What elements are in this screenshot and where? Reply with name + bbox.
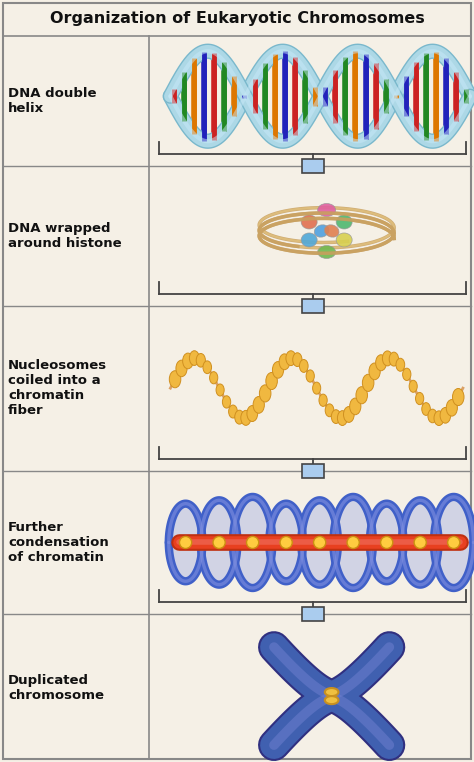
Bar [301,464,324,478]
Ellipse shape [314,225,329,237]
Ellipse shape [247,405,258,421]
Polygon shape [301,501,338,543]
Ellipse shape [266,373,277,389]
Polygon shape [233,497,273,543]
Ellipse shape [422,402,430,415]
Polygon shape [333,543,373,588]
Ellipse shape [301,233,317,247]
Ellipse shape [414,536,426,549]
Ellipse shape [319,394,327,406]
Ellipse shape [318,245,336,258]
Ellipse shape [325,688,338,696]
Ellipse shape [300,360,308,373]
Ellipse shape [356,386,367,404]
Polygon shape [201,543,237,584]
Ellipse shape [383,351,392,366]
Polygon shape [434,543,474,588]
Ellipse shape [325,404,334,417]
Ellipse shape [314,536,326,549]
Ellipse shape [331,410,341,424]
Ellipse shape [210,372,218,384]
Ellipse shape [196,354,205,367]
Text: Organization of Eukaryotic Chromosomes: Organization of Eukaryotic Chromosomes [50,11,424,25]
Ellipse shape [362,374,374,392]
Ellipse shape [273,361,283,378]
Polygon shape [370,504,403,543]
Ellipse shape [293,353,302,367]
Ellipse shape [347,536,359,549]
Ellipse shape [381,536,393,549]
Polygon shape [402,501,438,543]
Polygon shape [301,543,338,584]
Bar [301,159,324,174]
Polygon shape [434,497,474,543]
Ellipse shape [312,382,321,394]
Ellipse shape [169,371,181,388]
Ellipse shape [241,411,251,425]
Polygon shape [269,504,303,543]
Bar [301,299,324,312]
Ellipse shape [222,395,231,408]
Ellipse shape [416,392,424,405]
Ellipse shape [306,370,314,382]
Ellipse shape [203,361,211,373]
Ellipse shape [180,536,191,549]
Text: Further
condensation
of chromatin: Further condensation of chromatin [8,521,109,564]
Polygon shape [169,504,202,543]
Polygon shape [333,497,373,543]
Ellipse shape [336,215,352,229]
Ellipse shape [182,353,193,369]
Ellipse shape [336,233,352,247]
Ellipse shape [286,351,296,366]
Text: Duplicated
chromosome: Duplicated chromosome [8,674,104,702]
Ellipse shape [369,363,380,379]
Ellipse shape [324,225,339,237]
Ellipse shape [280,536,292,549]
Polygon shape [269,543,303,581]
Ellipse shape [402,368,411,380]
Ellipse shape [176,360,187,376]
Ellipse shape [344,407,354,422]
Text: DNA double
helix: DNA double helix [8,87,97,115]
Ellipse shape [447,536,460,549]
Ellipse shape [259,385,271,402]
Ellipse shape [246,536,259,549]
Ellipse shape [301,215,317,229]
Bar [301,607,324,621]
Polygon shape [233,543,273,588]
Ellipse shape [446,399,457,416]
Ellipse shape [228,405,237,418]
Ellipse shape [216,384,224,396]
Text: Nucleosomes
coiled into a
chromatin
fiber: Nucleosomes coiled into a chromatin fibe… [8,359,107,417]
Ellipse shape [389,352,399,366]
Polygon shape [169,543,202,581]
Polygon shape [402,543,438,584]
Ellipse shape [190,351,199,366]
Ellipse shape [375,355,386,371]
Ellipse shape [434,411,444,425]
Ellipse shape [279,354,290,370]
Ellipse shape [409,380,417,392]
Ellipse shape [440,408,451,423]
Ellipse shape [337,411,347,425]
Ellipse shape [428,409,437,423]
Ellipse shape [396,358,405,371]
Polygon shape [370,543,403,581]
Ellipse shape [213,536,225,549]
Ellipse shape [453,389,464,405]
Text: DNA wrapped
around histone: DNA wrapped around histone [8,222,122,250]
Ellipse shape [350,398,361,415]
Ellipse shape [318,203,336,216]
Ellipse shape [253,396,264,413]
Ellipse shape [325,696,338,704]
Ellipse shape [235,410,244,424]
Polygon shape [201,501,237,543]
